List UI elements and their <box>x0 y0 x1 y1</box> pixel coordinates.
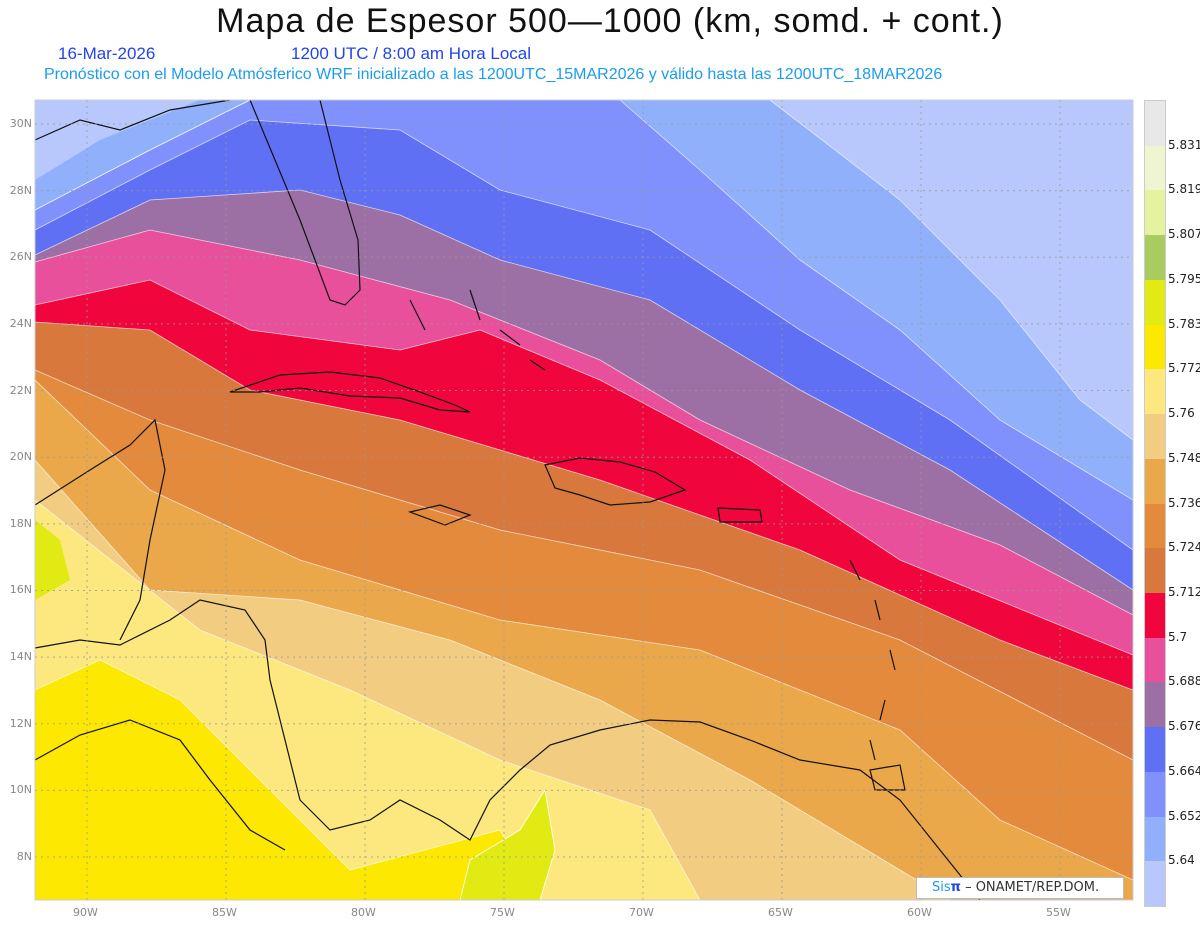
thickness-band-gulf-light <box>35 100 200 180</box>
central-america-inner <box>34 719 286 851</box>
colorbar-segment <box>1145 548 1165 594</box>
colorbar-segment <box>1145 101 1165 147</box>
lon-label: 85W <box>212 906 237 919</box>
colorbar-label: 5.688 <box>1168 674 1200 689</box>
colorbar-label: 5.736 <box>1168 495 1200 510</box>
colorbar-label: 5.819 <box>1168 182 1200 197</box>
map-frame <box>34 99 1134 901</box>
thickness-bands <box>34 99 1134 901</box>
lat-label: 28N <box>9 183 32 197</box>
lon-label: 55W <box>1046 906 1071 919</box>
colorbar-segment <box>1145 369 1165 415</box>
lat-label: 10N <box>9 783 32 797</box>
lat-label: 24N <box>9 316 32 330</box>
florida-coast <box>249 99 361 306</box>
lon-label: 65W <box>768 906 793 919</box>
coastlines <box>34 99 981 901</box>
yucatan-coast <box>34 418 166 641</box>
lat-label: 22N <box>9 383 32 397</box>
cuba-coast <box>229 371 471 413</box>
lat-label: 12N <box>9 716 32 730</box>
colorbar-label: 5.76 <box>1168 406 1195 421</box>
lat-label: 14N <box>9 650 32 664</box>
lon-label: 60W <box>907 906 932 919</box>
colorbar-label: 5.652 <box>1168 808 1200 823</box>
forecast-date: 16-Mar-2026 <box>58 44 156 63</box>
lon-label: 80W <box>351 906 376 919</box>
lat-label: 26N <box>9 250 32 264</box>
credit-box: Sisπ – ONAMET/REP.DOM. <box>916 877 1124 899</box>
colorbar-segment <box>1145 503 1165 549</box>
colorbar-segment <box>1145 324 1165 370</box>
colorbar-label: 5.807 <box>1168 227 1200 242</box>
hispaniola-coast <box>544 457 687 506</box>
lesser-antilles <box>849 559 896 761</box>
colorbar-segment <box>1145 771 1165 818</box>
colorbar-segment <box>1145 637 1165 683</box>
lat-label: 16N <box>9 583 32 597</box>
credit-text: – ONAMET/REP.DOM. <box>960 880 1100 895</box>
colorbar-segment <box>1145 727 1165 773</box>
colorbar-label: 5.64 <box>1168 853 1195 868</box>
colorbar-segment <box>1145 682 1165 728</box>
lon-label: 70W <box>629 906 654 919</box>
lon-label: 75W <box>490 906 515 919</box>
lat-label: 18N <box>9 516 32 530</box>
colorbar-segment <box>1145 279 1165 326</box>
colorbar-segment <box>1145 592 1165 639</box>
colorbar-label: 5.724 <box>1168 540 1200 555</box>
colorbar-segment <box>1145 458 1165 504</box>
lat-label: 20N <box>9 450 32 464</box>
colorbar-segment <box>1145 861 1165 907</box>
lat-lon-grid <box>35 100 1133 900</box>
colorbar-label: 5.712 <box>1168 584 1200 599</box>
colorbar-label: 5.795 <box>1168 271 1200 286</box>
sispi-logo-text: Sis <box>932 880 951 895</box>
colorbar <box>1144 100 1166 907</box>
central-america-coast <box>34 599 981 901</box>
colorbar-label: 5.664 <box>1168 763 1200 778</box>
thickness-band-5.783-west <box>35 520 70 600</box>
gulf-coast <box>34 99 231 141</box>
puerto-rico-coast <box>717 507 763 523</box>
colorbar-segment <box>1145 414 1165 460</box>
forecast-time: 1200 UTC / 8:00 am Hora Local <box>291 44 532 63</box>
lat-label: 8N <box>16 850 32 864</box>
colorbar-segment <box>1145 816 1165 862</box>
map-title: Mapa de Espesor 500—1000 (km, somd. + co… <box>216 2 1004 40</box>
colorbar-label: 5.772 <box>1168 361 1200 376</box>
lon-label: 90W <box>73 906 98 919</box>
colorbar-segment <box>1145 145 1165 191</box>
colorbar-label: 5.831 <box>1168 137 1200 152</box>
sispi-logo-pi: π <box>950 880 961 895</box>
forecast-subtitle: Pronóstico con el Modelo Atmósferico WRF… <box>44 66 943 83</box>
colorbar-segment <box>1145 235 1165 281</box>
jamaica-coast <box>407 504 472 526</box>
colorbar-label: 5.676 <box>1168 719 1200 734</box>
bahamas-coast <box>409 289 546 371</box>
colorbar-segment <box>1145 190 1165 236</box>
lat-label: 30N <box>9 117 32 130</box>
colorbar-label: 5.748 <box>1168 450 1200 465</box>
colorbar-label: 5.7 <box>1168 629 1188 644</box>
colorbar-label: 5.783 <box>1168 316 1200 331</box>
